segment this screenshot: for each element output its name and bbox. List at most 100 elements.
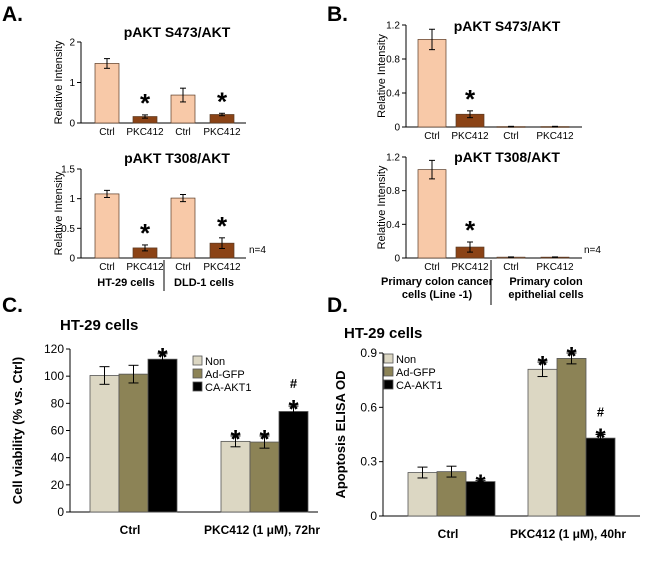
chart-d-y-tick-label: 0.6 [360, 400, 377, 414]
chart-c-legend-swatch [192, 355, 203, 366]
chart-c-title: HT-29 cells [60, 317, 138, 334]
chart-d-legend-label: Ad-GFP [396, 367, 436, 379]
chart-c-x-tick-label: PKC412 (1 μM), 72hr [204, 523, 320, 537]
chart-d-x-tick-label: Ctrl [438, 527, 459, 541]
chart-a1-y-axis-label: Relative Intensity [53, 40, 65, 124]
chart-d-y-tick-label: 0.3 [360, 455, 377, 469]
chart-a2-bar [170, 197, 196, 259]
chart-b1-title: pAKT S473/AKT [454, 18, 561, 34]
chart-d-significance-star: * [566, 341, 577, 371]
chart-c-legend-label: Ad-GFP [205, 369, 245, 381]
charts-layer: pAKT S473/AKT Relative Intensity 0 1 2 Ctrl PK… [10, 18, 640, 541]
chart-d-y-axis-label: Apoptosis ELISA OD [333, 370, 348, 498]
chart-b1-bar [417, 39, 447, 128]
chart-b2-significance-star: * [465, 215, 476, 245]
chart-b1-y-axis-label: Relative Intensity [376, 34, 388, 118]
chart-a2-x-tick-label: PKC412 [126, 262, 164, 273]
chart-a1-x-tick-label: PKC412 [126, 127, 164, 138]
chart-d-bar-non [407, 472, 438, 517]
chart-a1-y-tick-label: 2 [69, 38, 75, 49]
chart-b2-x-tick-label: PKC412 [536, 262, 574, 273]
chart-d-legend-label: CA-AKT1 [396, 380, 442, 392]
chart-a1-bar [94, 63, 120, 124]
panel-letter-c: C. [2, 294, 23, 317]
chart-c-y-tick-label: 80 [51, 396, 65, 410]
chart-b2-group-label-epithelial-line: epithelial cells [508, 289, 583, 301]
chart-c-y-tick-label: 40 [51, 451, 65, 465]
chart-b2-y-axis-label: Relative Intensity [376, 165, 388, 249]
chart-a1-significance-star: * [140, 88, 151, 118]
chart-b1-y-tick-label: 0.8 [386, 55, 400, 66]
chart-b1-x-tick-label: PKC412 [536, 131, 574, 142]
chart-c-bar-ca-akt1 [278, 411, 309, 513]
chart-c-y-tick-label: 60 [51, 424, 65, 438]
chart-b2-x-tick-label: PKC412 [451, 262, 489, 273]
chart-c-y-tick-label: 0 [57, 505, 64, 519]
chart-c-significance-star: * [230, 424, 241, 454]
chart-d-legend-label: Non [396, 354, 416, 366]
chart-a2-x-tick-label: Ctrl [175, 262, 191, 273]
chart-c-y-tick-label: 120 [44, 342, 64, 356]
chart-c-bar-ad-gfp [118, 373, 149, 513]
chart-d-legend-swatch [383, 379, 394, 390]
chart-a1-x-tick-label: PKC412 [203, 127, 241, 138]
chart-c-bar-non [89, 375, 120, 513]
chart-a2-group-label-ht29: HT-29 cells [97, 277, 154, 289]
chart-b2-bar [417, 169, 447, 259]
chart-d-legend-swatch [383, 366, 394, 377]
chart-a1-y-tick-label: 0 [69, 119, 75, 130]
chart-d-title: HT-29 cells [344, 325, 422, 342]
chart-a2-y-axis-label: Relative Intensity [53, 171, 65, 255]
chart-d-significance-star: * [475, 469, 486, 499]
chart-c-bar-non [220, 440, 251, 513]
chart-c-y-tick-label: 100 [44, 369, 64, 383]
chart-b2-y-tick-label: 0 [394, 254, 400, 265]
chart-c-significance-star: * [259, 424, 270, 454]
chart-a2-y-tick-label: 0 [69, 254, 75, 265]
chart-d-bar-non [527, 368, 558, 517]
chart-b2-group-label-cancer-line: cells (Line -1) [402, 289, 473, 301]
chart-c-x-tick-label: Ctrl [120, 523, 141, 537]
chart-b1-y-tick-label: 0.4 [386, 89, 400, 100]
chart-d-significance-star: * [537, 350, 548, 380]
chart-c-legend-swatch [192, 368, 203, 379]
chart-d-y-tick-label: 0.9 [360, 346, 377, 360]
chart-a1-significance-star: * [217, 86, 228, 116]
chart-d-legend-swatch [383, 353, 394, 364]
chart-c-legend-label: Non [205, 356, 225, 368]
chart-d-x-tick-label: PKC412 (1 μM), 40hr [510, 527, 626, 541]
chart-b2-group-label-epithelial: Primary colon epithelial cells [508, 276, 583, 301]
chart-a1-x-tick-label: Ctrl [175, 127, 191, 138]
chart-b2-x-tick-label: Ctrl [424, 262, 440, 273]
chart-b2-title: pAKT T308/AKT [454, 149, 560, 165]
chart-d-significance-star: * [595, 423, 606, 453]
chart-d-bar-ad-gfp [556, 358, 587, 517]
chart-c-bar-ad-gfp [249, 441, 280, 513]
chart-a2-x-tick-label: Ctrl [99, 262, 115, 273]
chart-b2-group-label-cancer: Primary colon cancer cells (Line -1) [381, 276, 494, 301]
chart-a2-significance-star: * [140, 218, 151, 248]
chart-b2-y-tick-label: 0.8 [386, 186, 400, 197]
chart-c-significance-star: * [157, 342, 168, 372]
chart-b2-x-tick-label: Ctrl [503, 262, 519, 273]
chart-a2-y-tick-label: 0.5 [61, 224, 75, 235]
chart-c-y-axis-label: Cell viability (% vs. Ctrl) [10, 357, 25, 504]
chart-c-y-tick-label: 20 [51, 478, 65, 492]
chart-c-significance-star: * [288, 394, 299, 424]
chart-b1-x-tick-label: Ctrl [424, 131, 440, 142]
chart-c-legend-swatch [192, 381, 203, 392]
chart-b1-x-tick-label: Ctrl [503, 131, 519, 142]
chart-a2-y-tick-label: 1 [69, 194, 75, 205]
panel-letter-a: A. [2, 3, 23, 26]
chart-a2-x-tick-label: PKC412 [203, 262, 241, 273]
chart-b2-y-tick-label: 0.4 [386, 220, 400, 231]
chart-b2-sample-size-note: n=4 [584, 245, 601, 256]
chart-b1-y-tick-label: 1.2 [386, 21, 400, 32]
chart-b2-group-label-cancer-line: Primary colon cancer [381, 276, 494, 288]
chart-d-bar-ad-gfp [436, 471, 467, 517]
chart-b1-y-tick-label: 0 [394, 123, 400, 134]
chart-a1-title: pAKT S473/AKT [124, 24, 231, 40]
chart-d-y-tick-label: 0 [370, 509, 377, 523]
chart-a2-group-label-dld1: DLD-1 cells [174, 277, 234, 289]
